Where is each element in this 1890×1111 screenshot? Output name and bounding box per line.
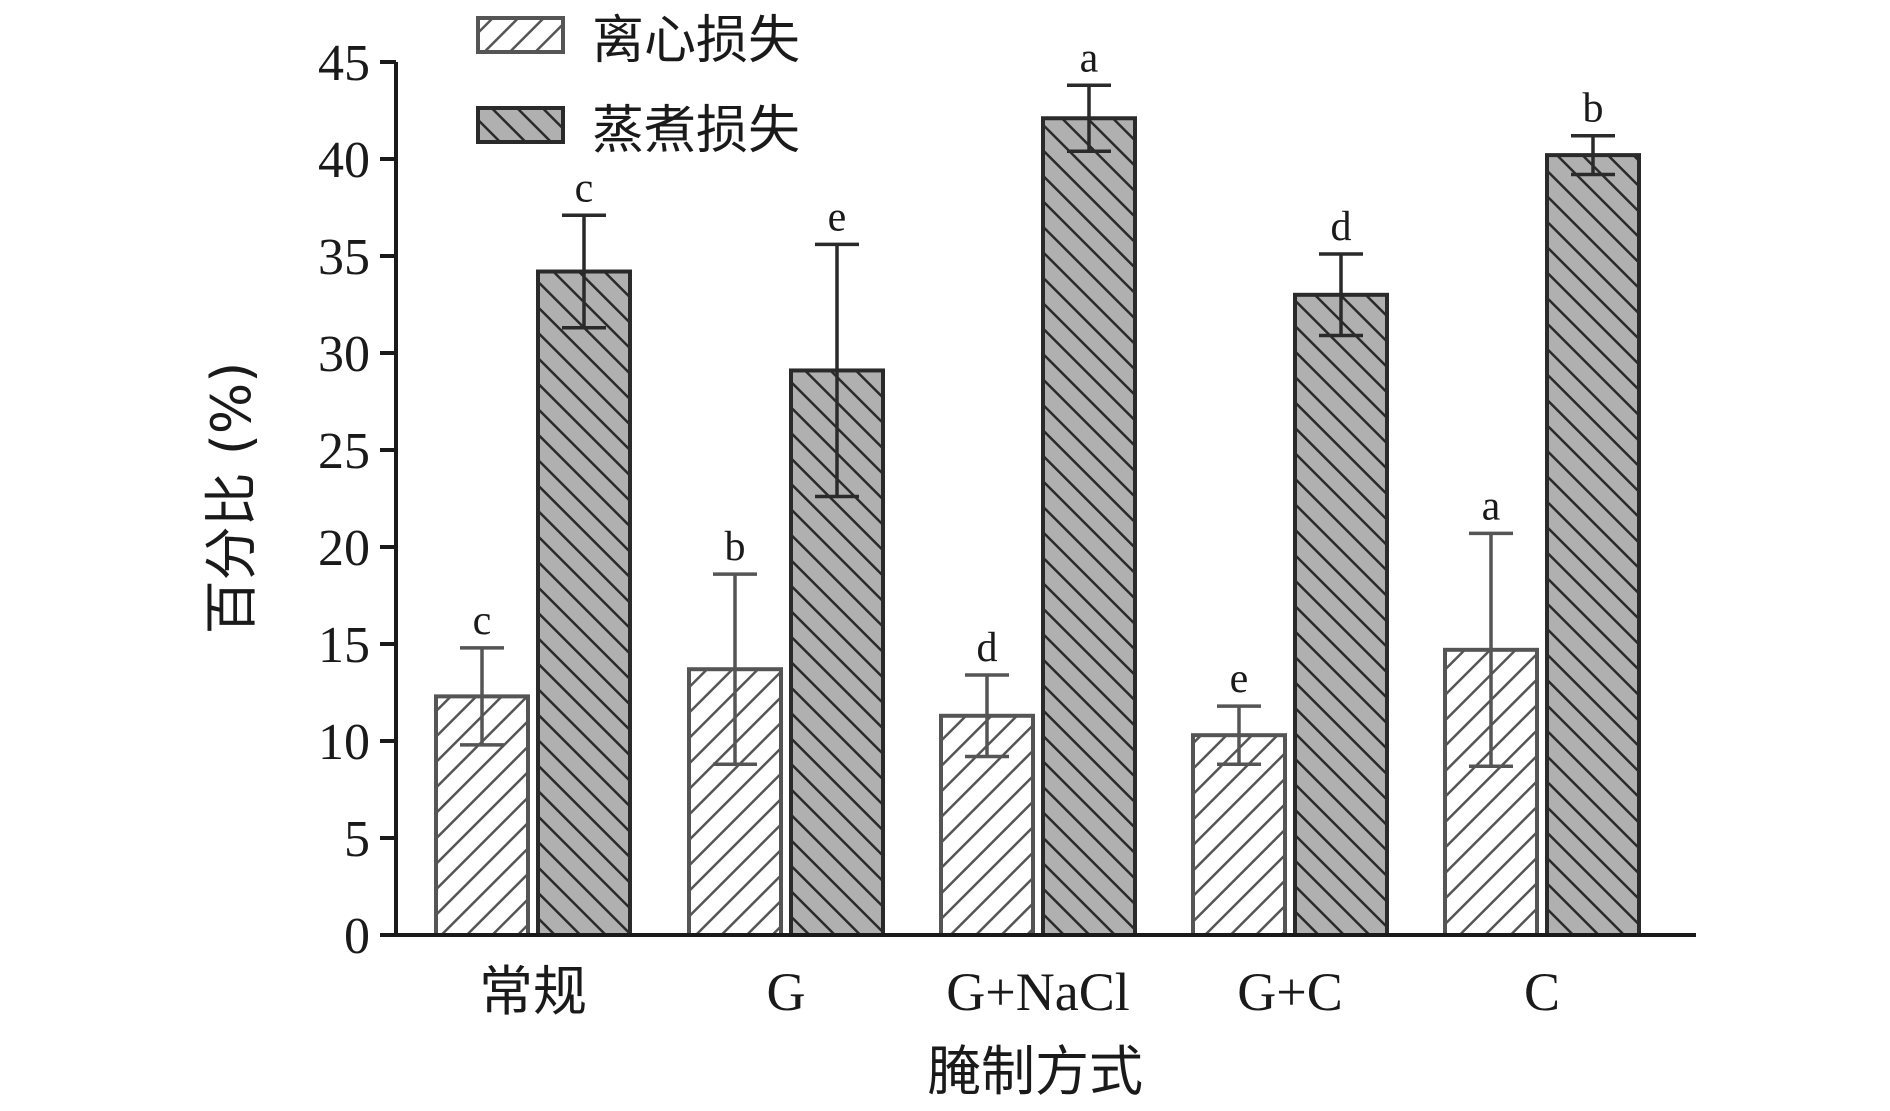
significance-label: c xyxy=(575,165,594,211)
y-tick-label: 10 xyxy=(318,714,370,771)
significance-label: d xyxy=(977,625,998,671)
x-tick-label: 常规 xyxy=(479,962,587,1022)
significance-label: c xyxy=(473,598,492,644)
y-tick-label: 5 xyxy=(344,811,370,868)
significance-label: e xyxy=(828,194,847,240)
y-tick-label: 20 xyxy=(318,520,370,577)
significance-label: b xyxy=(725,524,746,570)
significance-label: b xyxy=(1583,86,1604,132)
x-axis: 常规 G G+NaCl G+C C xyxy=(394,933,1696,1022)
x-tick-label: G xyxy=(767,962,806,1022)
significance-label: a xyxy=(1080,35,1099,81)
plot-area: c b d e a c e a d b xyxy=(434,35,1641,938)
y-tick-label: 30 xyxy=(318,326,370,383)
legend-swatch-series-1 xyxy=(476,16,565,54)
error-bar xyxy=(1571,133,1615,177)
y-tick-label: 45 xyxy=(318,35,370,92)
error-bar xyxy=(562,213,606,330)
error-bar xyxy=(965,673,1009,759)
y-tick-label: 15 xyxy=(318,617,370,674)
error-bar xyxy=(1217,704,1261,767)
error-bar xyxy=(460,646,504,747)
y-tick-label: 40 xyxy=(318,132,370,189)
legend-swatch-series-2 xyxy=(476,106,565,144)
x-axis-title: 腌制方式 xyxy=(927,1040,1143,1103)
bar-series-2 xyxy=(1041,116,1137,937)
error-bar xyxy=(1469,531,1513,768)
bar-series-2 xyxy=(536,269,632,937)
significance-label: e xyxy=(1230,656,1249,702)
legend: 离心损失 蒸煮损失 xyxy=(476,11,800,161)
error-bar xyxy=(1067,83,1111,153)
error-bar xyxy=(815,242,859,499)
error-bar xyxy=(1319,252,1363,338)
error-bar xyxy=(713,572,757,767)
legend-label-series-2: 蒸煮损失 xyxy=(592,101,800,161)
y-tick-label: 35 xyxy=(318,229,370,286)
x-tick-label: G+C xyxy=(1237,962,1342,1022)
y-tick-label: 0 xyxy=(344,908,370,965)
bar-series-2 xyxy=(1545,153,1641,937)
y-tick-label: 25 xyxy=(318,423,370,480)
x-tick-label: G+NaCl xyxy=(946,962,1129,1022)
significance-label: d xyxy=(1331,204,1352,250)
y-axis-title: 百分比 (%) xyxy=(200,362,263,635)
x-tick-label: C xyxy=(1524,962,1560,1022)
bar-series-2 xyxy=(1293,292,1389,937)
y-axis: 0 5 10 15 20 25 30 35 40 45 xyxy=(318,35,398,965)
significance-label: a xyxy=(1482,483,1501,529)
legend-label-series-1: 离心损失 xyxy=(592,11,800,71)
